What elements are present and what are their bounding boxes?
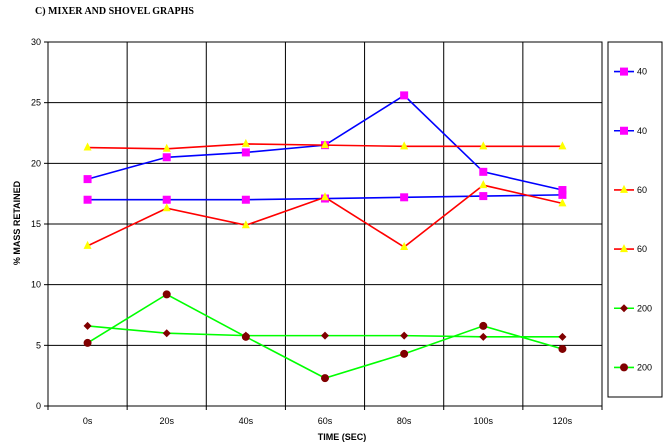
- y-tick-label: 0: [36, 401, 41, 411]
- data-point: [162, 329, 171, 338]
- series-2: [83, 138, 567, 152]
- data-point: [241, 195, 250, 204]
- legend-item: 200: [614, 362, 652, 372]
- y-axis-label: % MASS RETAINED: [12, 180, 22, 265]
- legend-box: [607, 41, 663, 398]
- x-tick-label: 20s: [159, 416, 174, 426]
- legend-item: 40: [614, 126, 647, 136]
- legend-item: 200: [614, 303, 652, 313]
- data-point: [558, 344, 567, 353]
- data-point: [479, 167, 488, 176]
- data-point: [321, 192, 329, 201]
- data-point: [400, 91, 409, 100]
- series-group: [83, 91, 567, 383]
- y-axis: 0 5 10 15 20 25 30: [31, 37, 48, 411]
- legend-label: 40: [637, 67, 647, 77]
- data-point: [400, 141, 409, 150]
- x-tick-label: 80s: [397, 416, 412, 426]
- data-point: [479, 141, 488, 150]
- series-3: [83, 180, 567, 251]
- y-tick-label: 30: [31, 37, 41, 47]
- data-point: [321, 140, 329, 149]
- y-tick-label: 5: [36, 340, 41, 350]
- data-point: [479, 180, 488, 189]
- data-point: [162, 195, 171, 204]
- data-point: [83, 321, 92, 330]
- x-axis-label: TIME (SEC): [318, 432, 367, 442]
- data-point: [558, 141, 567, 150]
- data-point: [162, 143, 171, 152]
- grid: [48, 42, 602, 406]
- legend-swatch-marker: [620, 363, 628, 372]
- data-point: [162, 203, 171, 212]
- data-point: [400, 193, 409, 202]
- data-point: [162, 153, 171, 162]
- data-point: [241, 220, 250, 229]
- data-point: [83, 240, 92, 249]
- data-point: [400, 349, 409, 358]
- chart-title: C) MIXER AND SHOVEL GRAPHS: [35, 6, 194, 17]
- data-point: [479, 192, 488, 201]
- legend-swatch-marker: [620, 304, 628, 313]
- data-point: [400, 331, 409, 340]
- data-point: [241, 138, 250, 147]
- legend: 40 40 60 60 200 200: [607, 41, 663, 398]
- data-point: [83, 195, 92, 204]
- legend-swatch-marker: [620, 184, 628, 193]
- y-tick-label: 20: [31, 158, 41, 168]
- data-point: [558, 332, 567, 341]
- x-tick-label: 120s: [553, 416, 573, 426]
- data-point: [558, 198, 567, 207]
- data-point: [479, 332, 488, 341]
- legend-swatch-marker: [620, 67, 628, 76]
- x-tick-label: 100s: [474, 416, 494, 426]
- x-axis: 0s 20s 40s 60s 80s 100s 120s: [47, 406, 603, 426]
- data-point: [321, 331, 329, 340]
- x-tick-label: 40s: [239, 416, 254, 426]
- data-point: [83, 175, 92, 184]
- legend-label: 40: [637, 126, 647, 136]
- legend-label: 200: [637, 303, 652, 313]
- legend-item: 40: [614, 67, 647, 77]
- data-point: [83, 142, 92, 151]
- data-point: [558, 190, 567, 199]
- y-tick-label: 10: [31, 280, 41, 290]
- data-point: [321, 374, 329, 383]
- legend-label: 200: [637, 362, 652, 372]
- data-point: [241, 332, 250, 341]
- legend-label: 60: [637, 244, 647, 254]
- y-tick-label: 15: [31, 219, 41, 229]
- series-5: [83, 290, 567, 383]
- y-tick-label: 25: [31, 98, 41, 108]
- data-point: [558, 186, 567, 195]
- data-point: [479, 321, 488, 330]
- legend-label: 60: [637, 185, 647, 195]
- data-point: [400, 242, 409, 251]
- data-point: [241, 148, 250, 157]
- legend-swatch-marker: [620, 244, 628, 253]
- legend-item: 60: [614, 184, 647, 195]
- series-4: [83, 321, 567, 341]
- x-tick-label: 0s: [83, 416, 93, 426]
- data-point: [83, 338, 92, 347]
- legend-swatch-marker: [620, 126, 628, 135]
- data-point: [162, 290, 171, 299]
- legend-item: 60: [614, 244, 647, 254]
- x-tick-label: 60s: [318, 416, 333, 426]
